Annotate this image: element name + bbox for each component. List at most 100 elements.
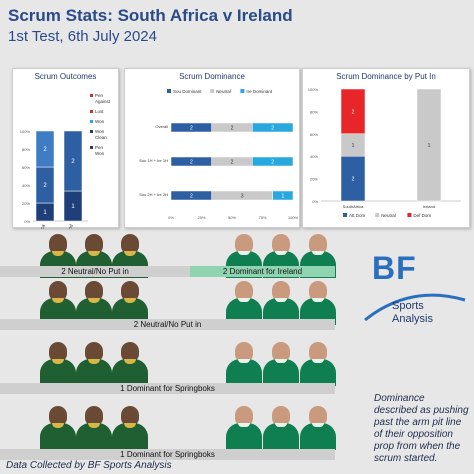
legend-swatch [90, 110, 93, 113]
x-tick-label: Ireland [423, 204, 435, 209]
bf-logo: BF [372, 250, 417, 286]
y-tick-label: 20% [22, 201, 30, 206]
page-title: Scrum Stats: South Africa v Ireland [8, 6, 293, 25]
data-label: 2 [352, 177, 355, 183]
ire-player-photo [226, 404, 262, 450]
y-tick-label: 0% [24, 219, 30, 224]
legend-swatch [90, 146, 93, 149]
sa-player-photo [76, 340, 112, 386]
scrum-row-4: 1 Dominant for Springboks [0, 402, 474, 462]
bar-segment [340, 155, 366, 202]
y-tick-label: Overall [155, 124, 168, 129]
bar-segment [416, 88, 442, 202]
scrum-outcomes-title: Scrum Outcomes [34, 72, 97, 81]
data-label: 2 [190, 194, 193, 200]
x-tick-label: 75% [258, 215, 266, 220]
legend-swatch [90, 120, 93, 123]
data-credit: Data Collected by BF Sports Analysis [6, 460, 172, 471]
legend-swatch [407, 213, 412, 217]
legend-swatch [240, 89, 245, 93]
data-label: 2 [231, 126, 234, 132]
sa-player-photo [40, 340, 76, 386]
legend-swatch [90, 130, 93, 133]
logo-analysis-text: Analysis [392, 313, 433, 325]
bar-segment [252, 156, 294, 167]
scrum-result-label: 2 Neutral/No Put in [0, 266, 190, 277]
data-label: 1 [43, 210, 47, 216]
x-tick-label: SouthAfrica [343, 204, 364, 209]
x-tick-label: 50% [228, 215, 236, 220]
legend-swatch [375, 213, 380, 217]
x-tick-label: 100% [288, 215, 299, 220]
legend-label: Pen [95, 93, 104, 98]
legend-swatch [90, 94, 93, 97]
data-label: 2 [190, 126, 193, 132]
scrum-outcomes-chart: 0%20%40%60%80%100%122SouthAfrica12Irelan… [20, 93, 111, 250]
legend-label: Def Dom [413, 213, 431, 218]
x-tick-label: 25% [197, 215, 205, 220]
y-tick-label: 20% [310, 177, 318, 182]
legend-label: Sou Dominant [173, 89, 202, 94]
scrum-result-label: 1 Dominant for Springboks [0, 383, 335, 394]
dominance-by-put-in-chart: 0% 20% 40% 60% 80% 100% 2 1 2 SouthAfrica 1 Ireland… [308, 87, 461, 218]
data-label: 1 [281, 194, 284, 200]
data-label: 2 [271, 126, 274, 132]
legend-label: Ire Dominant [246, 89, 273, 94]
data-label: 1 [71, 204, 75, 210]
y-tick-label: 100% [308, 87, 319, 92]
y-tick-label: 60% [310, 132, 318, 137]
data-label: 2 [43, 183, 47, 189]
data-label: 2 [271, 160, 274, 166]
dominance-by-put-in-title: Scrum Dominance by Put In [336, 72, 436, 81]
scrum-row-1: 2 Neutral/No Put in 2 Dominant for Irela… [0, 228, 474, 288]
y-tick-label: 80% [310, 109, 318, 114]
dominance-note: Dominance described as pushing past the … [374, 393, 469, 464]
bar-segment [340, 88, 366, 135]
scrum-dominance-panel: Scrum Dominance Sou Dominant Neutral Ire D… [124, 68, 300, 228]
legend-label: Against [95, 99, 111, 104]
scrum-row-2: 2 Neutral/No Put in [0, 273, 474, 333]
legend-swatch [210, 89, 215, 93]
ire-player-photo [226, 340, 262, 386]
y-tick-label: 60% [22, 165, 30, 170]
legend-swatch [167, 89, 171, 93]
scrum-dominance-title: Scrum Dominance [179, 72, 245, 81]
scrum-result-label-ireland: 2 Dominant for Ireland [190, 266, 335, 277]
sa-player-photo [112, 340, 148, 386]
logo-sports-text: Sports [392, 300, 424, 312]
y-tick-label: 0% [312, 199, 318, 204]
data-label: 2 [190, 160, 193, 166]
dominance-by-put-in-panel: Scrum Dominance by Put In 0% 20% 40% 60% 80%… [302, 68, 470, 228]
y-tick-label: 40% [22, 183, 30, 188]
ire-player-photo [300, 340, 336, 386]
legend-label: Won [95, 119, 105, 124]
legend-label: Lost [95, 109, 104, 114]
bar-segment [63, 130, 83, 192]
y-tick-label: Sou 1H + Ire 1H [139, 158, 168, 163]
scrum-result-label: 1 Dominant for Springboks [0, 449, 335, 460]
page-subtitle: 1st Test, 6th July 2024 [8, 28, 157, 45]
scrum-result-label: 2 Neutral/No Put in [0, 319, 335, 330]
legend-label: Won [95, 129, 105, 134]
data-label: 1 [428, 143, 431, 149]
data-label: 2 [43, 147, 47, 153]
sa-player-photo [112, 404, 148, 450]
data-label: 3 [241, 194, 244, 200]
y-tick-label: 100% [20, 129, 31, 134]
scrum-dominance-chart: Sou Dominant Neutral Ire Dominant 0% 25% 50% 7… [139, 89, 299, 220]
data-label: 2 [231, 160, 234, 166]
ire-player-photo [263, 340, 299, 386]
legend-label: Neutral [381, 213, 396, 218]
ire-player-photo [263, 404, 299, 450]
legend-label: Won [95, 151, 105, 156]
legend-label: Att Dom [349, 213, 366, 218]
y-tick-label: Sou 2H + Ire 2H [139, 192, 168, 197]
bar-segment [35, 130, 55, 168]
sa-player-photo [76, 404, 112, 450]
y-tick-label: 40% [310, 154, 318, 159]
bar-segment [252, 122, 294, 133]
logo-swoosh-icon [364, 293, 466, 322]
scrum-outcomes-panel: Scrum Outcomes 0%20%40%60%80%100%122Sout… [12, 68, 119, 250]
legend-label: Pen [95, 145, 104, 150]
y-tick-label: 80% [22, 147, 30, 152]
